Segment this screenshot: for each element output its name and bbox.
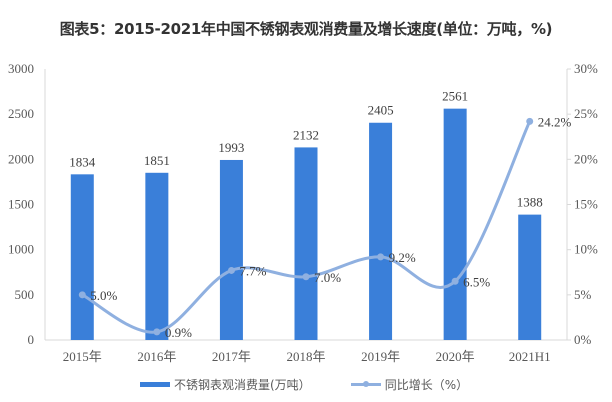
left-tick-label: 1500 xyxy=(8,197,34,212)
right-tick-label: 20% xyxy=(574,151,598,166)
bar xyxy=(369,122,393,340)
left-tick-label: 2500 xyxy=(8,106,34,121)
bar-swatch-icon xyxy=(140,381,170,387)
legend-item-line: 同比增长（%） xyxy=(350,376,469,393)
bar xyxy=(70,174,94,340)
right-axis-ticks: 0% 5% 10% 15% 20% 25% 30% xyxy=(574,61,598,347)
growth-value-label: 7.0% xyxy=(314,270,341,285)
x-tick-label: 2020年 xyxy=(436,349,475,364)
bar-value-label: 1834 xyxy=(69,154,96,169)
line-marker xyxy=(377,253,385,261)
bar-value-label: 2561 xyxy=(442,89,468,104)
bar-value-label: 1851 xyxy=(144,153,170,168)
x-tick-label: 2018年 xyxy=(286,349,325,364)
right-tick-label: 0% xyxy=(574,332,592,347)
bar xyxy=(518,214,542,340)
right-tick-label: 25% xyxy=(574,106,598,121)
bar-value-label: 2405 xyxy=(368,103,394,118)
chart-title: 图表5：2015-2021年中国不锈钢表观消费量及增长速度(单位：万吨，%) xyxy=(59,20,553,38)
legend: 不锈钢表观消费量(万吨） 同比增长（%） xyxy=(140,374,508,394)
left-tick-label: 2000 xyxy=(8,151,34,166)
left-tick-label: 1000 xyxy=(8,242,34,257)
bar-value-label: 1993 xyxy=(218,140,244,155)
bar xyxy=(294,147,318,340)
left-tick-label: 500 xyxy=(15,287,35,302)
right-tick-label: 15% xyxy=(574,197,598,212)
bar xyxy=(443,108,467,340)
left-tick-label: 3000 xyxy=(8,61,34,76)
line-marker xyxy=(78,291,86,299)
growth-value-label: 6.5% xyxy=(463,274,490,289)
right-tick-label: 5% xyxy=(574,287,592,302)
right-tick-label: 30% xyxy=(574,61,598,76)
x-tick-label: 2015年 xyxy=(63,349,102,364)
line-swatch-icon xyxy=(350,380,381,387)
bar-series xyxy=(70,108,542,340)
bar xyxy=(219,159,243,340)
growth-value-label: 9.2% xyxy=(389,250,416,265)
left-tick-label: 0 xyxy=(28,332,35,347)
x-tick-label: 2019年 xyxy=(361,349,400,364)
growth-value-label: 5.0% xyxy=(90,288,117,303)
legend-line-label: 同比增长（%） xyxy=(384,377,469,392)
growth-value-label: 0.9% xyxy=(165,325,192,340)
line-marker xyxy=(451,277,459,285)
line-marker xyxy=(526,117,534,125)
growth-line-markers xyxy=(78,117,534,336)
x-tick-label: 2021H1 xyxy=(509,349,551,364)
bar-data-labels: 1834 1851 1993 2132 2405 2561 1388 xyxy=(69,89,542,210)
bar-value-label: 1388 xyxy=(517,195,543,210)
legend-bar-label: 不锈钢表观消费量(万吨） xyxy=(174,377,311,392)
x-tick-label: 2017年 xyxy=(212,349,251,364)
line-marker xyxy=(227,266,235,274)
left-axis-ticks: 0 500 1000 1500 2000 2500 3000 xyxy=(8,61,34,347)
growth-value-label: 7.7% xyxy=(239,263,266,278)
right-axis-tickmarks xyxy=(567,68,571,341)
legend-item-bar: 不锈钢表观消费量(万吨） xyxy=(140,376,311,393)
right-tick-label: 10% xyxy=(574,242,598,257)
growth-data-labels: 5.0% 0.9% 7.7% 7.0% 9.2% 6.5% 24.2% xyxy=(90,114,571,339)
x-axis-labels: 2015年 2016年 2017年 2018年 2019年 2020年 2021H1 xyxy=(63,349,551,364)
growth-value-label: 24.2% xyxy=(538,114,572,129)
bar xyxy=(145,172,169,340)
line-marker xyxy=(302,273,310,281)
x-tick-label: 2016年 xyxy=(137,349,176,364)
bar-value-label: 2132 xyxy=(293,127,319,142)
line-marker xyxy=(153,328,161,336)
